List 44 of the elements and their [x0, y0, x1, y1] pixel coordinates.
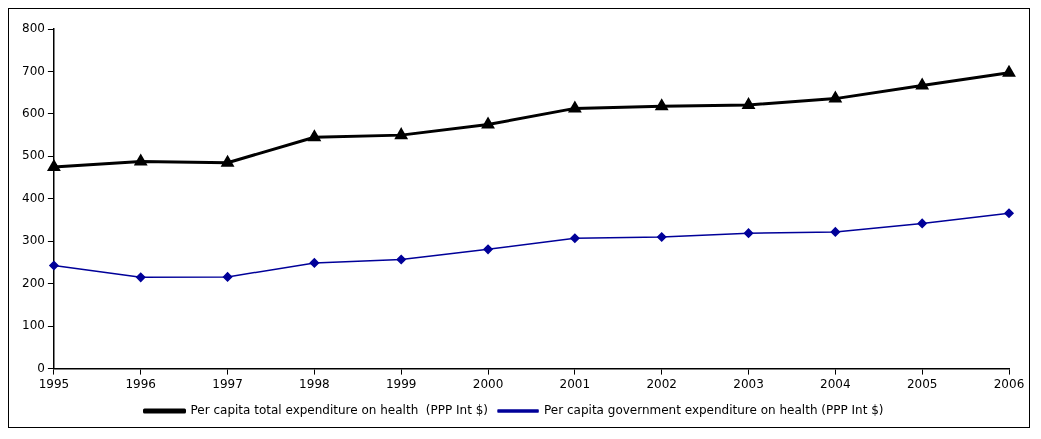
legend-label: Per capita government expenditure on health (PPP Int $): [544, 403, 884, 418]
point: [655, 99, 668, 111]
y-tick-label: 400: [22, 190, 45, 205]
x-tick-label: 2001: [559, 376, 591, 391]
point: [742, 98, 755, 109]
point: [656, 232, 667, 242]
y-tick-label: 500: [22, 148, 45, 163]
point: [396, 254, 406, 265]
point: [222, 272, 233, 282]
point: [48, 160, 60, 171]
point: [743, 228, 754, 238]
y-tick-label: 200: [22, 275, 45, 290]
point: [309, 258, 320, 268]
x-tick-label: 1995: [38, 376, 70, 391]
x-tick-label: 2002: [646, 376, 677, 391]
x-tick-label: 2003: [733, 376, 764, 391]
y-tick-label: 0: [37, 360, 45, 375]
point: [395, 128, 408, 140]
point: [917, 218, 927, 229]
legend-label: Per capita total expenditure on health (PPP Int $): [190, 403, 489, 418]
y-tick-label: 600: [22, 106, 45, 121]
point: [483, 244, 493, 255]
point: [830, 227, 841, 237]
y-tick-label: 800: [22, 21, 45, 36]
point: [135, 272, 146, 283]
x-tick-label: 1999: [385, 376, 417, 391]
x-tick-label: 2000: [472, 376, 504, 391]
point: [134, 154, 147, 166]
x-tick-label: 2004: [820, 376, 851, 391]
point: [1004, 208, 1014, 218]
x-tick-label: 1998: [299, 376, 330, 391]
y-tick-label: 100: [22, 318, 45, 333]
point: [308, 130, 321, 142]
point: [569, 101, 581, 113]
point: [916, 78, 928, 90]
point: [570, 233, 580, 244]
point: [49, 260, 59, 271]
x-tick-label: 1997: [212, 376, 243, 391]
x-tick-label: 1996: [125, 376, 156, 391]
y-tick-label: 300: [22, 233, 45, 248]
x-tick-label: 2005: [906, 376, 938, 391]
point: [1003, 66, 1015, 77]
y-tick-label: 700: [22, 63, 45, 78]
x-tick-label: 2006: [993, 376, 1025, 391]
